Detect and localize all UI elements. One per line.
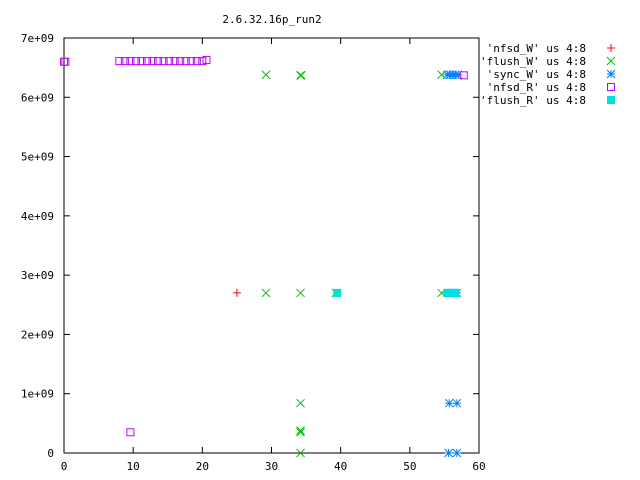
- y-tick-label: 0: [47, 447, 54, 460]
- data-point: [187, 57, 196, 66]
- x-tick-label: 30: [265, 460, 278, 473]
- data-point: [131, 57, 140, 66]
- x-tick-label: 20: [196, 460, 209, 473]
- data-point: [451, 288, 460, 297]
- y-tick-label: 6e+09: [21, 91, 54, 104]
- data-point: [452, 448, 462, 458]
- data-point: [296, 448, 305, 458]
- data-point: [333, 288, 342, 297]
- plot-axes: [63, 37, 480, 454]
- y-tick-label: 1e+09: [21, 388, 54, 401]
- x-tick-label: 60: [472, 460, 485, 473]
- data-point: [459, 71, 468, 80]
- plot-frame: [63, 37, 480, 454]
- data-point: [453, 70, 463, 80]
- data-point: [452, 398, 462, 408]
- data-point: [159, 57, 168, 66]
- data-point: [148, 57, 157, 66]
- legend-label: 'flush_R' us 4:8: [480, 94, 586, 107]
- data-point: [126, 57, 135, 66]
- data-point: [444, 398, 454, 408]
- legend-marker: [607, 96, 615, 104]
- chart-title: 2.6.32.16p_run2: [222, 13, 321, 26]
- data-point: [181, 57, 190, 66]
- data-point: [137, 57, 146, 66]
- series-3: [60, 55, 468, 437]
- x-tick-label: 50: [403, 460, 416, 473]
- data-point: [170, 57, 179, 66]
- data-point: [296, 288, 305, 298]
- data-point: [261, 288, 271, 298]
- data-point: [176, 57, 185, 66]
- legend-label: 'nfsd_R' us 4:8: [487, 81, 586, 94]
- legend-marker: [607, 44, 615, 52]
- y-tick-label: 5e+09: [21, 151, 54, 164]
- legend-marker: [606, 69, 616, 79]
- data-point: [143, 57, 151, 66]
- legend-label: 'nfsd_W' us 4:8: [487, 42, 586, 55]
- series-0: [232, 288, 241, 297]
- data-point: [296, 427, 305, 437]
- data-point: [61, 57, 70, 66]
- data-marks: [60, 55, 468, 458]
- data-point: [261, 70, 271, 80]
- data-point: [202, 55, 211, 64]
- series-2: [442, 70, 463, 458]
- series-4: [333, 288, 460, 297]
- data-point: [296, 398, 305, 408]
- legend: 'nfsd_W' us 4:8'flush_W' us 4:8'sync_W' …: [480, 42, 616, 107]
- legend-label: 'flush_W' us 4:8: [480, 55, 586, 68]
- x-tick-label: 0: [61, 460, 68, 473]
- legend-label: 'sync_W' us 4:8: [487, 68, 586, 81]
- data-point: [115, 57, 124, 66]
- y-tick-label: 4e+09: [21, 210, 54, 223]
- series-1: [261, 70, 447, 458]
- y-tick-label: 2e+09: [21, 328, 54, 341]
- data-point: [296, 70, 306, 80]
- data-point: [126, 428, 135, 437]
- data-point: [296, 426, 305, 435]
- legend-marker: [607, 83, 615, 91]
- x-tick-label: 40: [334, 460, 347, 473]
- data-point: [198, 57, 207, 66]
- data-point: [232, 288, 241, 297]
- data-point: [192, 57, 201, 66]
- data-point: [120, 57, 129, 66]
- legend-marker: [606, 56, 616, 66]
- x-tick-label: 10: [127, 460, 140, 473]
- data-point: [444, 448, 453, 458]
- y-tick-label: 3e+09: [21, 269, 54, 282]
- y-tick-label: 7e+09: [21, 32, 54, 45]
- data-point: [165, 57, 174, 66]
- data-point: [154, 57, 163, 66]
- axis-ticks: 0 10 20 30 40 50 60 0 1e+09 2e+09 3e+09 4e+09 5e+09 6…: [21, 32, 486, 473]
